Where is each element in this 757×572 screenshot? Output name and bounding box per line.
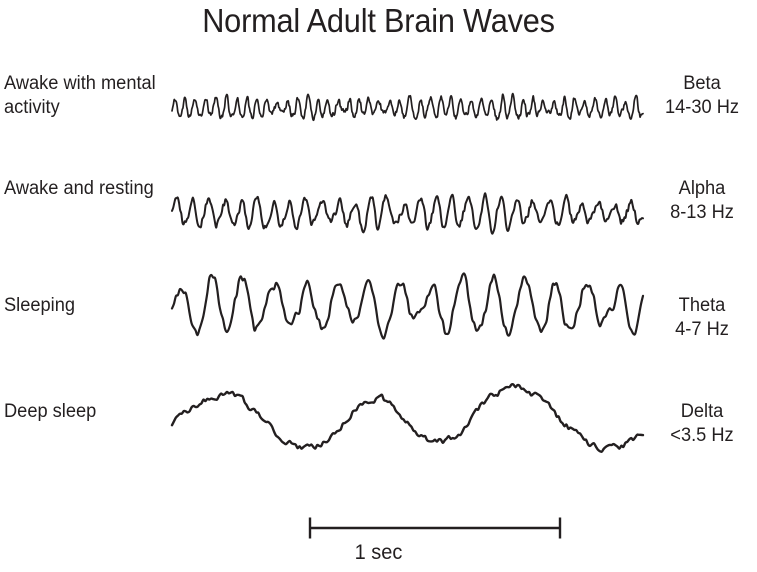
state-label-theta: Sleeping [4,295,75,316]
waveform-trace-alpha [171,192,644,235]
state-label-delta: Deep sleep [4,401,97,422]
band-label-beta: Beta 14-30 Hz [652,72,752,120]
band-frequency-delta: <3.5 Hz [670,425,734,446]
band-frequency-beta: 14-30 Hz [664,97,740,118]
state-label-alpha: Awake and resting [4,178,154,199]
band-frequency-theta: 4-7 Hz [675,319,729,340]
waveform-trace-theta [170,272,645,340]
band-name-beta: Beta [683,73,721,94]
scale-bar-svg [308,517,562,539]
page-title: Normal Adult Brain Waves [202,2,555,39]
band-frequency-alpha: 8-13 Hz [670,202,734,223]
scale-bar [0,505,757,572]
band-label-alpha: Alpha 8-13 Hz [652,177,752,225]
scale-bar-label: 1 sec [354,541,403,564]
waveform-trace-delta [170,383,645,453]
waveform-trace-beta [171,92,644,122]
band-label-delta: Delta <3.5 Hz [652,400,752,448]
band-name-alpha: Alpha [678,178,726,199]
band-name-theta: Theta [678,295,726,316]
band-name-delta: Delta [680,401,724,422]
band-label-theta: Theta 4-7 Hz [652,294,752,342]
state-label-beta: Awake with mental activity [4,73,156,118]
